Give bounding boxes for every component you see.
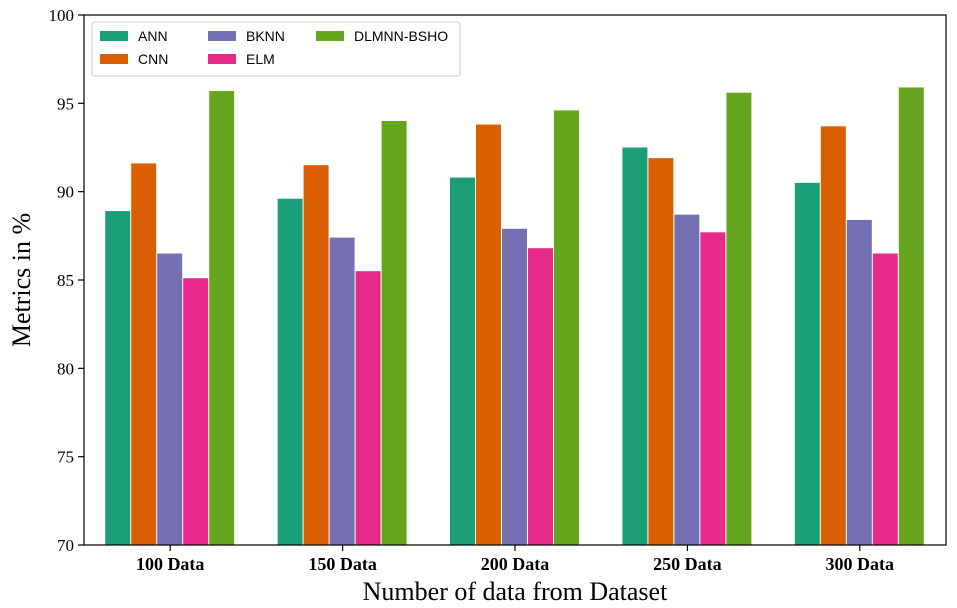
legend-label: BKNN bbox=[246, 28, 285, 44]
bar-elm-4 bbox=[700, 232, 726, 546]
y-tick-label: 95 bbox=[57, 94, 74, 113]
bar-ann-1 bbox=[105, 211, 131, 545]
y-tick-label: 85 bbox=[57, 271, 74, 290]
bars-layer bbox=[105, 87, 924, 546]
bar-cnn-2 bbox=[303, 165, 329, 545]
x-tick-label: 300 Data bbox=[826, 554, 895, 574]
bar-ann-3 bbox=[450, 177, 475, 546]
bar-bknn-5 bbox=[846, 219, 872, 545]
bar-elm-3 bbox=[528, 248, 553, 545]
bar-bknn-2 bbox=[329, 237, 355, 545]
bar-dlmnn-bsho-3 bbox=[554, 110, 579, 546]
y-tick-label: 80 bbox=[57, 359, 74, 378]
bar-ann-2 bbox=[277, 198, 303, 545]
x-axis-title: Number of data from Dataset bbox=[363, 577, 668, 606]
bar-cnn-1 bbox=[131, 163, 157, 545]
bar-dlmnn-bsho-4 bbox=[726, 92, 752, 545]
legend-box bbox=[91, 21, 461, 77]
legend-swatch bbox=[100, 54, 128, 64]
bar-dlmnn-bsho-5 bbox=[898, 87, 924, 545]
bar-elm-5 bbox=[872, 253, 898, 545]
legend-label: DLMNN-BSHO bbox=[354, 28, 448, 44]
legend-swatch bbox=[208, 54, 236, 64]
legend-swatch bbox=[208, 31, 236, 41]
legend-swatch bbox=[316, 31, 344, 41]
x-axis: 100 Data 150 Data 200 Data 250 Data 300 Data bbox=[136, 545, 894, 574]
y-tick-label: 100 bbox=[49, 6, 75, 25]
y-tick-label: 75 bbox=[57, 448, 74, 467]
bar-elm-2 bbox=[355, 271, 381, 545]
x-tick-label: 250 Data bbox=[653, 554, 722, 574]
bar-dlmnn-bsho-1 bbox=[209, 90, 235, 545]
y-tick-label: 70 bbox=[57, 536, 74, 555]
bar-ann-5 bbox=[794, 182, 820, 546]
legend-label: CNN bbox=[138, 51, 168, 67]
legend: ANN CNN BKNN ELM DLMNN-BSHO bbox=[91, 21, 461, 77]
bar-ann-4 bbox=[622, 147, 648, 545]
bar-bknn-4 bbox=[674, 214, 700, 545]
legend-swatch bbox=[100, 31, 128, 41]
y-tick-label: 90 bbox=[57, 183, 74, 202]
bar-cnn-5 bbox=[820, 126, 846, 546]
x-tick-label: 200 Data bbox=[481, 554, 550, 574]
bar-elm-1 bbox=[183, 278, 209, 545]
y-axis-title: Metrics in % bbox=[7, 213, 36, 347]
bar-dlmnn-bsho-2 bbox=[381, 121, 407, 545]
legend-label: ELM bbox=[246, 51, 275, 67]
bar-bknn-1 bbox=[157, 253, 183, 545]
x-tick-label: 150 Data bbox=[308, 554, 377, 574]
bar-bknn-3 bbox=[502, 228, 527, 545]
bar-cnn-3 bbox=[476, 124, 501, 546]
bar-cnn-4 bbox=[648, 158, 674, 545]
legend-label: ANN bbox=[138, 28, 168, 44]
y-axis: 70 75 80 85 90 95 100 bbox=[49, 6, 84, 555]
x-tick-label: 100 Data bbox=[136, 554, 205, 574]
